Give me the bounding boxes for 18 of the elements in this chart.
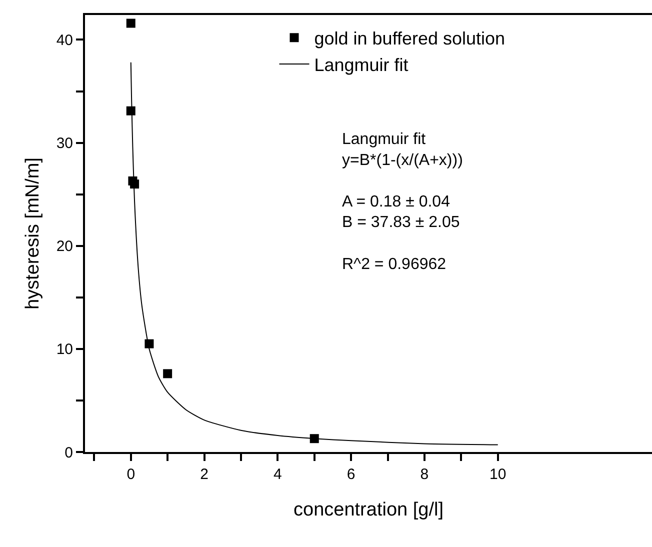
x-tick-label: 0 (126, 466, 136, 483)
x-tick-label: 6 (346, 466, 356, 483)
y-tick-label: 20 (56, 238, 73, 256)
legend-label: Langmuir fit (314, 54, 408, 75)
x-tick-label: 8 (420, 466, 429, 483)
y-tick-label: 10 (56, 341, 73, 358)
text: Langmuir fit y=B*(1-(x/(A+x))) A = 0.18 ± 0.04 B = 37.83 ± 2.05 R^2 = 0.96962 (342, 131, 463, 273)
y-tick-label: 30 (56, 135, 73, 152)
y-axis-title: hysteresis [mN/m] (22, 157, 44, 310)
point (126, 18, 136, 28)
legend-label: gold in buffered solution (314, 28, 506, 49)
x-tick-label: 10 (490, 466, 506, 483)
x-axis-title: concentration [g/l] (294, 499, 444, 520)
point (163, 369, 172, 378)
y-tick-label: 40 (56, 32, 73, 49)
y-tick-label: 0 (64, 444, 73, 462)
x-tick-label: 2 (200, 466, 208, 483)
x-tick-label: 4 (274, 466, 282, 483)
